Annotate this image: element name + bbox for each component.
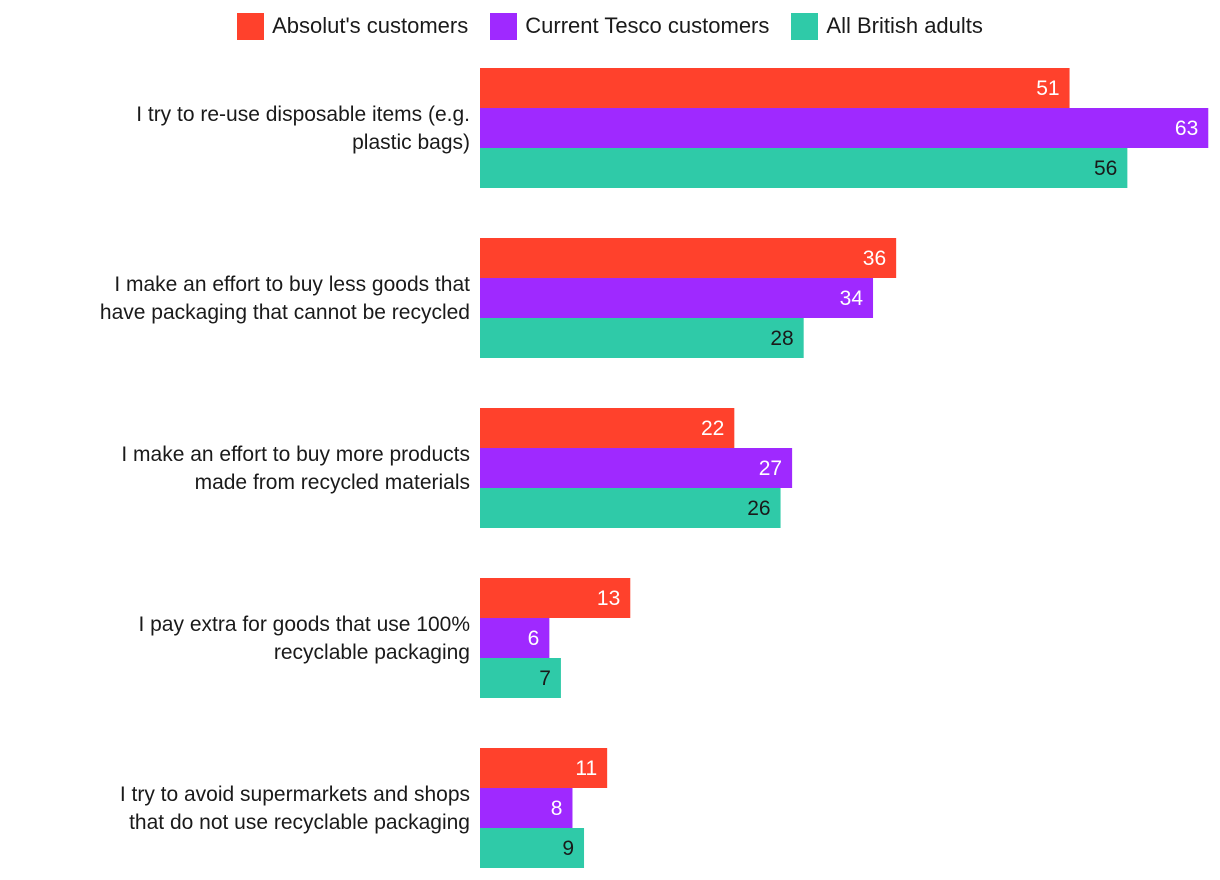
- data-label: 36: [863, 247, 886, 270]
- legend-item-british-adults: All British adults: [791, 12, 983, 40]
- bar-group: I try to re-use disposable items (e.g. pl…: [136, 68, 1209, 188]
- bar: [480, 788, 573, 828]
- bar: [480, 578, 631, 618]
- bar-group: I make an effort to buy more products mad…: [121, 408, 793, 528]
- data-label: 63: [1175, 117, 1198, 140]
- data-label: 13: [597, 587, 620, 610]
- category-label: I make an effort to buy less goods that: [114, 273, 470, 296]
- data-label: 11: [575, 757, 597, 780]
- data-label: 27: [759, 457, 782, 480]
- bar-group: I make an effort to buy less goods that h…: [100, 238, 897, 358]
- bar: [480, 618, 550, 658]
- category-label: I try to re-use disposable items (e.g.: [136, 103, 470, 126]
- legend-item-absolut: Absolut's customers: [237, 12, 469, 40]
- category-label: that do not use recyclable packaging: [129, 811, 470, 834]
- bar: [480, 318, 804, 358]
- legend-label-tesco: Current Tesco customers: [525, 13, 770, 38]
- data-label: 6: [528, 627, 540, 650]
- legend-swatch-absolut: [237, 12, 265, 40]
- legend-label-british-adults: All British adults: [826, 13, 983, 38]
- bar-group: I try to avoid supermarkets and shops tha…: [120, 748, 608, 868]
- data-label: 34: [840, 287, 864, 310]
- data-label: 7: [539, 667, 551, 690]
- data-label: 28: [770, 327, 793, 350]
- category-label: I make an effort to buy more products: [121, 443, 470, 466]
- bar: [480, 148, 1128, 188]
- category-label: I try to avoid supermarkets and shops: [120, 783, 470, 806]
- data-label: 8: [551, 797, 563, 820]
- category-label: made from recycled materials: [195, 471, 470, 494]
- legend-swatch-tesco: [490, 12, 518, 40]
- bar: [480, 488, 781, 528]
- bar: [480, 828, 585, 868]
- data-label: 56: [1094, 157, 1117, 180]
- data-label: 26: [747, 497, 770, 520]
- data-label: 9: [562, 837, 574, 860]
- legend-swatch-british-adults: [791, 12, 819, 40]
- bar: [480, 68, 1070, 108]
- bar: [480, 658, 561, 698]
- data-label: 22: [701, 417, 724, 440]
- legend-item-tesco: Current Tesco customers: [490, 12, 770, 40]
- bar: [480, 108, 1209, 148]
- data-label: 51: [1036, 77, 1059, 100]
- bar: [480, 278, 874, 318]
- legend-label-absolut: Absolut's customers: [272, 13, 469, 38]
- category-label: plastic bags): [352, 131, 470, 154]
- bar: [480, 748, 608, 788]
- bar-group: I pay extra for goods that use 100% recyc…: [138, 578, 631, 698]
- bar: [480, 238, 897, 278]
- bar: [480, 448, 793, 488]
- category-label: have packaging that cannot be recycled: [100, 301, 470, 324]
- legend: Absolut's customers Current Tesco custom…: [0, 10, 1220, 42]
- category-label: recyclable packaging: [274, 641, 470, 664]
- bar: [480, 408, 735, 448]
- category-label: I pay extra for goods that use 100%: [138, 613, 470, 636]
